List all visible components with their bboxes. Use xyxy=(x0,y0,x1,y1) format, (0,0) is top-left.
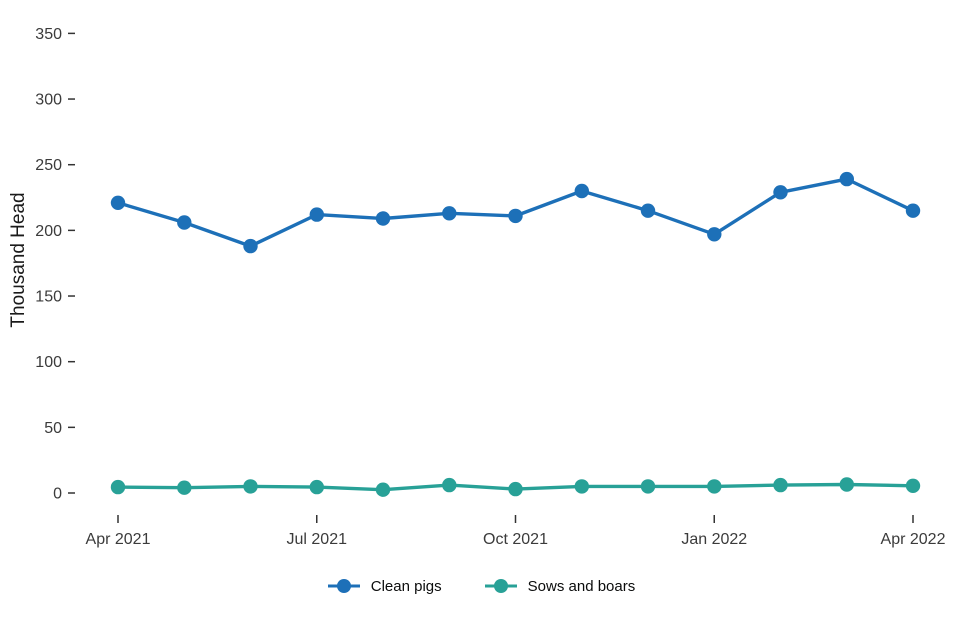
legend-item-sows-and-boars: Sows and boars xyxy=(482,576,636,596)
data-point xyxy=(177,215,192,230)
data-point xyxy=(309,207,324,222)
data-point xyxy=(442,477,457,493)
data-point xyxy=(773,477,788,493)
data-point xyxy=(110,479,126,495)
legend-label-clean-pigs: Clean pigs xyxy=(370,577,442,595)
chart-legend: Clean pigs Sows and boars xyxy=(0,576,960,596)
legend-label-sows-and-boars: Sows and boars xyxy=(527,577,636,595)
data-point xyxy=(640,479,656,494)
data-point xyxy=(574,183,589,199)
x-axis-tick-label: Apr 2021 xyxy=(86,531,151,548)
statistics-chart-page: 0 50 100 150 200 250 300 350 Apr 2021 Jul 2021 Oct… xyxy=(0,26,960,596)
x-axis-tick-label: Jan 2022 xyxy=(681,531,747,548)
legend-item-clean-pigs: Clean pigs xyxy=(325,576,442,596)
y-axis-tick-label: 350 xyxy=(35,26,62,43)
y-axis-tick-label: 0 xyxy=(53,486,62,503)
y-axis-tick-label: 100 xyxy=(35,354,62,371)
y-axis-tick-label: 150 xyxy=(35,289,62,306)
data-point xyxy=(508,208,523,224)
legend-marker-clean-pigs-icon xyxy=(327,579,360,593)
data-point xyxy=(773,185,788,200)
data-point xyxy=(905,478,921,493)
data-point xyxy=(375,211,391,226)
data-point xyxy=(177,480,192,495)
data-point xyxy=(375,482,391,497)
y-axis-tick-label: 250 xyxy=(35,157,62,174)
data-point xyxy=(707,479,722,494)
y-axis-tick-label: 300 xyxy=(35,92,62,109)
data-point xyxy=(309,479,324,495)
y-axis-tick-label: 50 xyxy=(44,420,62,437)
line-chart: 0 50 100 150 200 250 300 350 Apr 2021 Jul 2021 Oct… xyxy=(8,26,946,548)
data-point xyxy=(707,227,722,242)
legend-marker-sows-and-boars-icon xyxy=(484,579,517,593)
x-axis-tick-label: Apr 2022 xyxy=(881,531,946,548)
data-point xyxy=(243,479,258,494)
data-point xyxy=(640,203,656,218)
data-point xyxy=(574,479,589,494)
y-axis-title: Thousand Head xyxy=(8,192,29,327)
x-axis-tick-label: Jul 2021 xyxy=(287,531,348,548)
data-point xyxy=(110,195,126,210)
data-point xyxy=(442,206,457,221)
data-point xyxy=(905,203,921,218)
data-point xyxy=(243,238,258,254)
data-point xyxy=(839,171,854,187)
data-point xyxy=(508,481,523,497)
data-point xyxy=(839,477,854,492)
x-axis-tick-label: Oct 2021 xyxy=(483,531,548,548)
y-axis-tick-label: 200 xyxy=(35,223,62,240)
plot-area: 0 50 100 150 200 250 300 350 Apr 2021 Jul 2021 Oct… xyxy=(8,26,946,548)
